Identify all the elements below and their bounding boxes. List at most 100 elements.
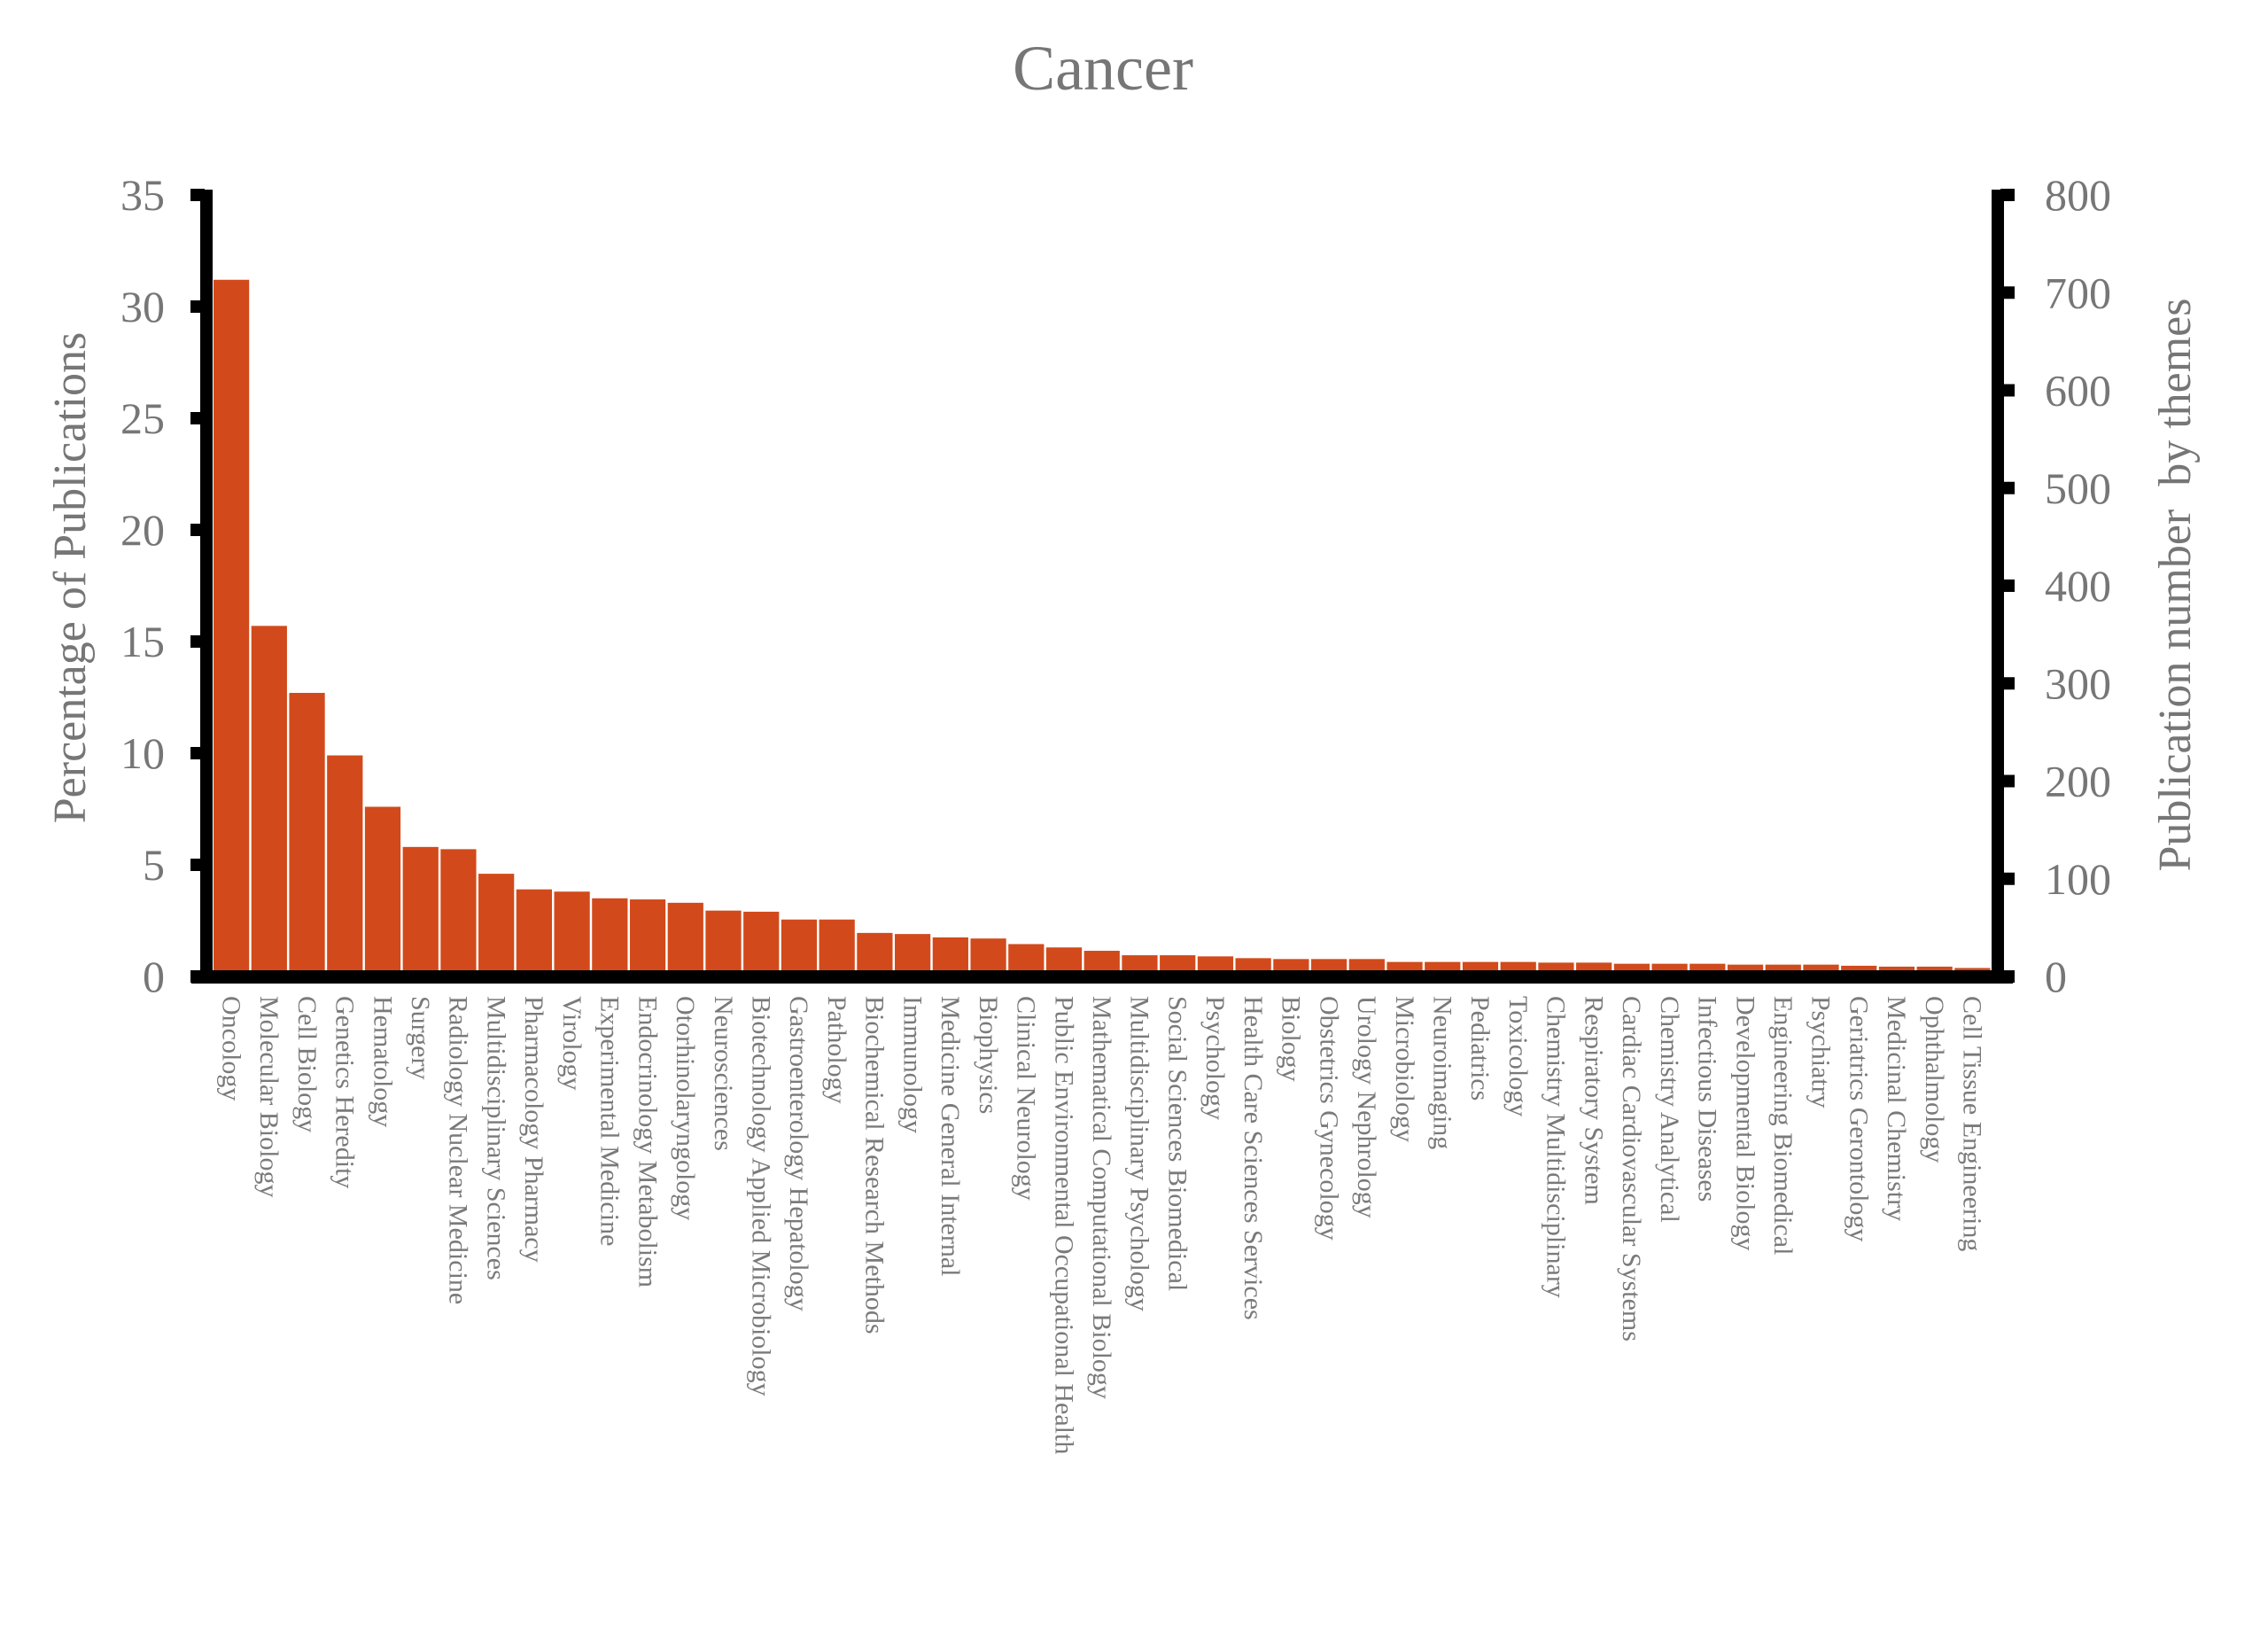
bar [629, 899, 666, 976]
right-tick-label: 500 [2045, 463, 2111, 513]
x-category-label: Public Environmental Occupational Health [1049, 996, 1078, 1454]
x-category-label: Obstetrics Gynecology [1314, 996, 1343, 1241]
left-tick-mark [190, 635, 205, 648]
x-category-label: Mathematical Computational Biology [1087, 996, 1116, 1399]
right-tick-mark [2000, 189, 2015, 201]
x-category-label: Infectious Diseases [1693, 996, 1722, 1202]
x-axis-category-labels: Oncology Molecular Biology Cell Biology Gen… [216, 996, 1986, 1454]
right-tick-label: 200 [2045, 757, 2111, 806]
x-axis-line [191, 970, 2013, 984]
right-tick-label: 700 [2045, 268, 2111, 317]
right-tick-mark [2000, 286, 2015, 299]
right-tick-mark [2000, 970, 2015, 983]
bar [743, 911, 780, 976]
bar-series [214, 279, 1991, 976]
bar [478, 874, 515, 976]
x-category-label: Multidisciplinary Psychology [1125, 996, 1154, 1311]
y-axis-title-left: Percentage of Publications [45, 332, 96, 824]
x-category-label: Endocrinology Metabolism [633, 996, 662, 1287]
right-tick-label: 300 [2045, 658, 2111, 708]
bar [667, 902, 703, 976]
x-category-label: Cell Biology [292, 996, 322, 1132]
right-tick-label: 0 [2045, 952, 2067, 1001]
x-category-label: Medicinal Chemistry [1882, 996, 1911, 1221]
x-category-label: Radiology Nuclear Medicine [444, 996, 473, 1304]
x-category-label: Developmental Biology [1730, 996, 1759, 1250]
bar [440, 849, 477, 976]
left-tick-label: 15 [120, 617, 165, 666]
bar [289, 692, 325, 976]
x-category-label: Biotechnology Applied Microbiology [747, 996, 776, 1396]
x-category-label: Gastroenterology Hepatology [784, 996, 813, 1311]
bar [251, 626, 287, 976]
right-tick-label: 400 [2045, 561, 2111, 611]
bar [516, 889, 553, 976]
x-category-label: Virology [557, 996, 586, 1091]
right-tick-mark [2000, 872, 2015, 885]
left-tick-label: 20 [120, 505, 165, 555]
bar [554, 891, 590, 976]
left-tick-mark [190, 300, 205, 313]
bar [781, 919, 818, 976]
x-category-label: Respiratory System [1579, 996, 1608, 1205]
x-category-label: Toxicology [1503, 996, 1533, 1116]
x-category-label: Engineering Biomedical [1768, 996, 1798, 1255]
x-category-label: Pathology [822, 996, 851, 1104]
left-tick-mark [190, 412, 205, 424]
left-tick-mark [190, 747, 205, 759]
left-tick-mark [190, 524, 205, 536]
left-y-axis-ticks: 0 5 10 15 20 25 30 35 [120, 170, 205, 1001]
x-category-label: Chemistry Multidisciplinary [1542, 996, 1571, 1298]
right-tick-label: 100 [2045, 854, 2111, 904]
left-axis-line [200, 190, 213, 984]
x-category-label: Cardiac Cardiovascular Systems [1617, 996, 1646, 1342]
left-tick-label: 35 [120, 170, 165, 220]
right-tick-label: 800 [2045, 170, 2111, 220]
x-category-label: Neurosciences [709, 996, 738, 1151]
right-tick-mark [2000, 677, 2015, 690]
right-tick-mark [2000, 384, 2015, 397]
bar [214, 279, 250, 976]
x-category-label: Genetics Heredity [330, 996, 360, 1188]
right-tick-mark [2000, 481, 2015, 494]
x-category-label: Cell Tissue Engineering [1958, 996, 1987, 1251]
right-y-axis-ticks: 0 100 200 300 400 500 600 700 800 [2000, 170, 2111, 1001]
x-category-label: Urology Nephrology [1352, 996, 1381, 1218]
bar [364, 806, 401, 976]
x-category-label: Biochemical Research Methods [860, 996, 889, 1334]
x-category-label: Oncology [216, 996, 245, 1101]
x-category-label: Otorhinolaryngology [671, 996, 700, 1220]
y-axis-title-right: Publication number by themes [2150, 298, 2201, 871]
x-category-label: Medicine General Internal [936, 996, 965, 1277]
x-category-label: Health Care Sciences Services [1239, 996, 1268, 1320]
right-tick-label: 600 [2045, 366, 2111, 416]
left-tick-label: 25 [120, 393, 165, 443]
bar [705, 910, 742, 976]
x-category-label: Clinical Neurology [1012, 996, 1041, 1201]
x-category-label: Geriatrics Gerontology [1845, 996, 1874, 1241]
x-category-label: Experimental Medicine [595, 996, 625, 1246]
bar [970, 938, 1006, 976]
left-tick-label: 30 [120, 282, 165, 331]
x-category-label: Pediatrics [1465, 996, 1495, 1101]
left-tick-mark [190, 189, 205, 201]
right-tick-mark [2000, 774, 2015, 788]
x-category-label: Neuroimaging [1428, 996, 1457, 1149]
bar [327, 755, 363, 976]
left-tick-label: 0 [143, 952, 165, 1001]
x-category-label: Microbiology [1390, 996, 1419, 1142]
bar [895, 934, 931, 976]
bar [592, 898, 628, 976]
bar [857, 932, 893, 976]
left-tick-label: 5 [143, 840, 165, 890]
left-tick-mark [190, 970, 205, 983]
x-category-label: Psychiatry [1806, 996, 1836, 1108]
bar [402, 846, 439, 976]
x-category-label: Immunology [897, 996, 927, 1133]
bar [819, 919, 855, 976]
x-category-label: Biology [1277, 996, 1306, 1082]
x-category-label: Surgery [406, 996, 435, 1079]
x-category-label: Social Sciences Biomedical [1162, 996, 1192, 1291]
x-category-label: Pharmacology Pharmacy [519, 996, 548, 1263]
